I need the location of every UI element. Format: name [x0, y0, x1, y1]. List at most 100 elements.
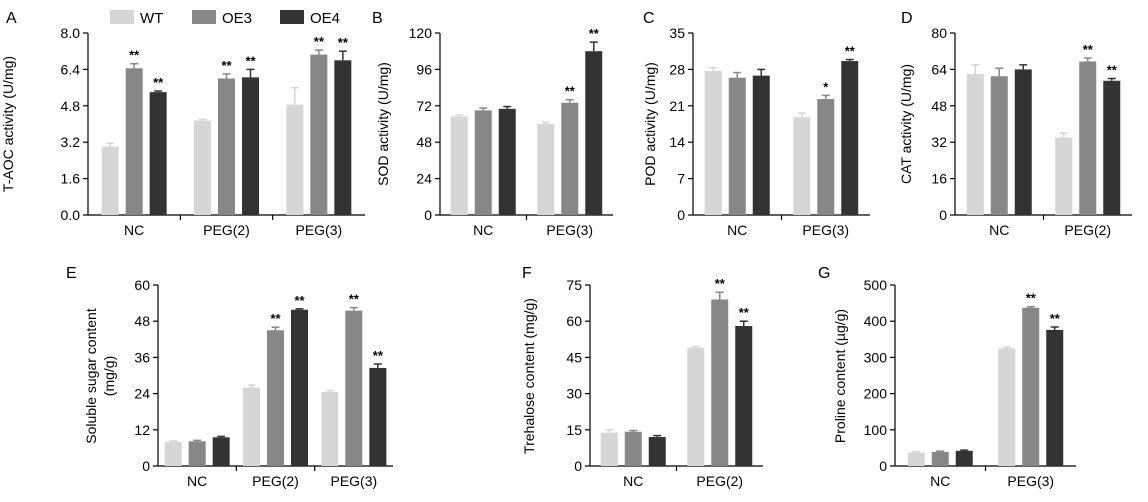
bar-e: [345, 310, 363, 466]
y-tick-label-g: 100: [864, 422, 888, 438]
panels: A T-AOC activity (U/mg) 0.0 1.6 3.2 4.8 6.4 8.0…: [0, 10, 1132, 489]
significance-mark-d: **: [1083, 42, 1094, 57]
panel-letter-a: A: [6, 10, 17, 27]
y-tick-label-f: 0: [574, 458, 582, 474]
y-axis-label-d: CAT activity (U/mg): [898, 64, 914, 184]
significance-mark-e: **: [373, 348, 384, 363]
y-axis-label-g: Proline content (µg/g): [832, 309, 848, 443]
y-tick-label-c: 14: [669, 134, 685, 150]
legend-label-oe3: OE3: [222, 10, 252, 27]
bar-a: [334, 60, 352, 215]
significance-mark-f: **: [739, 305, 750, 320]
panel-b: B SOD activity (U/mg) 0 24 48 72 96 120 NC PEG(3)…: [372, 10, 613, 238]
x-tick-label-b: PEG(3): [546, 222, 593, 238]
bar-d: [966, 73, 984, 215]
significance-mark-g: **: [1026, 291, 1037, 306]
y-tick-label-a: 6.4: [61, 61, 81, 77]
bar-g: [998, 348, 1016, 466]
bar-a: [101, 146, 119, 215]
panel-letter-c: C: [643, 10, 655, 27]
bar-a: [149, 92, 167, 215]
y-tick-label-c: 21: [669, 98, 685, 114]
bar-b: [585, 51, 603, 216]
x-tick-label-g: PEG(3): [1007, 473, 1054, 489]
x-tick-label-b: NC: [473, 222, 493, 238]
y-tick-label-d: 48: [931, 98, 947, 114]
x-tick-label-e: PEG(2): [252, 473, 299, 489]
bar-a: [286, 104, 304, 215]
y-tick-label-f: 75: [566, 277, 582, 293]
panel-letter-f: F: [522, 265, 532, 282]
bar-g: [1046, 329, 1064, 466]
significance-mark-a: **: [314, 34, 325, 49]
y-tick-label-e: 24: [134, 386, 150, 402]
y-tick-label-g: 0: [879, 458, 887, 474]
x-tick-label-e: PEG(3): [330, 473, 377, 489]
x-tick-label-c: PEG(3): [802, 222, 849, 238]
y-tick-label-a: 4.8: [61, 98, 81, 114]
bar-e: [188, 441, 206, 466]
bar-e: [164, 441, 182, 466]
y-tick-label-g: 400: [864, 313, 888, 329]
significance-mark-a: **: [129, 48, 140, 63]
x-tick-label-d: PEG(2): [1064, 222, 1111, 238]
bar-d: [1079, 61, 1097, 215]
bar-d: [990, 76, 1008, 215]
bar-g: [1022, 307, 1040, 466]
bar-b: [474, 110, 492, 215]
significance-mark-b: **: [589, 26, 600, 41]
y-tick-label-b: 24: [416, 171, 432, 187]
panel-letter-b: B: [372, 10, 383, 27]
x-tick-label-c: NC: [727, 222, 747, 238]
bar-g: [931, 451, 949, 466]
legend: WT OE3 OE4: [110, 10, 340, 27]
y-tick-label-a: 0.0: [61, 207, 81, 223]
bar-c: [793, 117, 811, 215]
bar-e: [212, 437, 230, 466]
significance-mark-b: **: [565, 84, 576, 99]
panel-a: A T-AOC activity (U/mg) 0.0 1.6 3.2 4.8 6.4 8.0…: [0, 10, 365, 238]
significance-mark-e: **: [270, 311, 281, 326]
y-tick-label-d: 0: [939, 207, 947, 223]
x-tick-label-g: NC: [930, 473, 950, 489]
significance-mark-e: **: [294, 293, 305, 308]
y-tick-label-d: 32: [931, 134, 947, 150]
bar-a: [125, 68, 143, 215]
panel-letter-e: E: [66, 265, 77, 282]
y-tick-label-e: 36: [134, 349, 150, 365]
y-tick-label-b: 120: [409, 25, 433, 41]
panel-g: G Proline content (µg/g) 0 100 200 300 400 500 N…: [818, 265, 1076, 489]
x-tick-label-f: PEG(2): [696, 473, 743, 489]
bar-e: [243, 387, 260, 466]
bar-c: [817, 99, 835, 215]
legend-swatch-wt: [110, 10, 134, 24]
bar-f: [711, 299, 729, 466]
significance-mark-f: **: [715, 276, 726, 291]
y-tick-label-g: 500: [864, 277, 888, 293]
y-tick-label-d: 64: [931, 61, 947, 77]
panel-letter-d: D: [901, 10, 913, 27]
significance-mark-a: **: [153, 75, 164, 90]
panel-letter-g: G: [818, 265, 830, 282]
significance-mark-c: *: [823, 79, 829, 94]
y-tick-label-e: 12: [134, 422, 150, 438]
bar-g: [955, 450, 973, 466]
y-tick-label-d: 16: [931, 171, 947, 187]
legend-label-oe4: OE4: [310, 10, 340, 27]
legend-label-wt: WT: [140, 10, 163, 27]
y-axis-label-c: POD activity (U/mg): [642, 62, 658, 186]
y-tick-label-e: 60: [134, 277, 150, 293]
x-tick-label-a: PEG(3): [295, 222, 342, 238]
y-axis-label-e: Soluble sugar content (mg/g): [83, 308, 117, 444]
y-tick-label-c: 28: [669, 61, 685, 77]
x-tick-label-e: NC: [187, 473, 207, 489]
bar-e: [267, 330, 284, 466]
bar-f: [687, 347, 705, 466]
y-tick-label-c: 7: [677, 171, 685, 187]
y-tick-label-g: 300: [864, 349, 888, 365]
y-tick-label-d: 80: [931, 25, 947, 41]
significance-mark-e: **: [349, 292, 360, 307]
bar-a: [310, 54, 328, 215]
